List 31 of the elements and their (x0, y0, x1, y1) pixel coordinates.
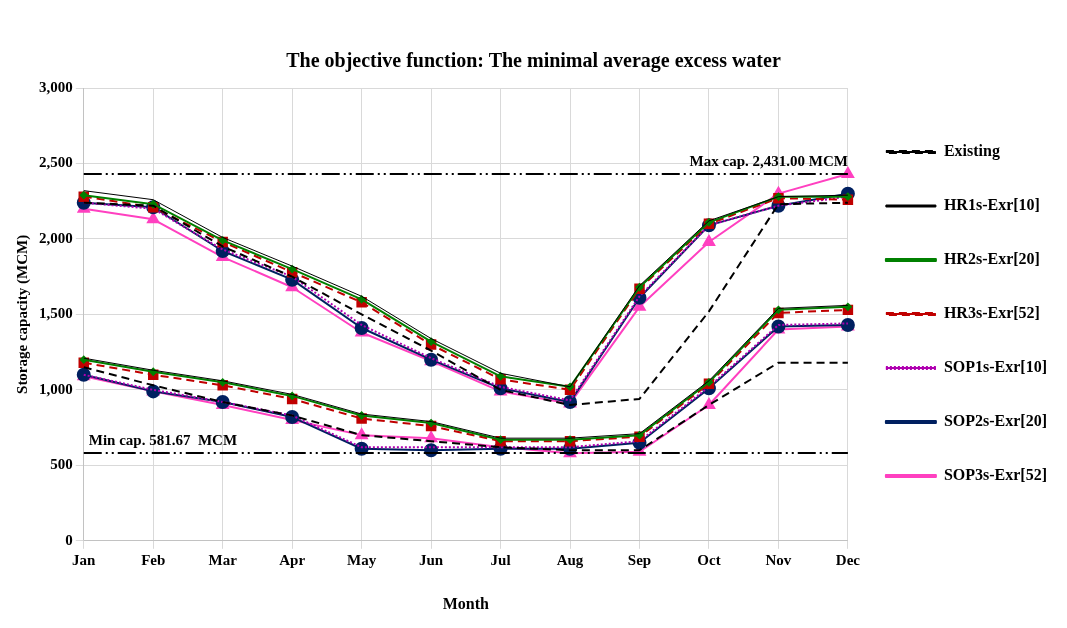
x-axis-title: Month (442, 594, 490, 612)
x-tick-label: Jun (419, 551, 444, 568)
y-axis-title: Storage capacity (MCM) (13, 234, 31, 394)
x-tick-label: May (347, 551, 377, 568)
y-tick-label: 2,500 (39, 154, 73, 171)
legend-label: SOP2s-Exr[20] (943, 412, 1048, 430)
x-tick-label: Aug (556, 551, 584, 568)
x-tick-label: Mar (208, 551, 238, 568)
x-tick-label: Jan (72, 551, 97, 568)
legend-label: HR3s-Exr[52] (943, 304, 1040, 322)
ref-line-label: Min cap. 581.67 MCM (88, 432, 238, 449)
y-tick-label: 1,500 (39, 305, 73, 322)
x-tick-label: Dec (835, 551, 861, 568)
y-tick-label: 2,000 (39, 229, 73, 246)
x-tick-label: Feb (141, 551, 166, 568)
ref-line-label: Max cap. 2,431.00 MCM (689, 153, 848, 170)
x-tick-label: Nov (765, 551, 792, 568)
legend-label: SOP3s-Exr[52] (943, 466, 1048, 484)
x-tick-label: Jul (490, 551, 511, 568)
legend-label: Existing (943, 142, 1000, 161)
y-tick-label: 0 (65, 531, 73, 548)
y-tick-label: 500 (50, 456, 73, 473)
y-tick-label: 3,000 (39, 78, 73, 95)
legend-label: HR1s-Exr[10] (943, 196, 1040, 214)
y-tick-label: 1,000 (39, 380, 73, 397)
legend-label: HR2s-Exr[20] (943, 250, 1040, 268)
chart-title: The objective function: The minimal average excess water (286, 49, 781, 73)
legend-label: SOP1s-Exr[10] (943, 358, 1048, 376)
x-tick-label: Oct (697, 551, 721, 568)
x-tick-label: Sep (627, 551, 652, 568)
x-tick-label: Apr (279, 551, 306, 568)
